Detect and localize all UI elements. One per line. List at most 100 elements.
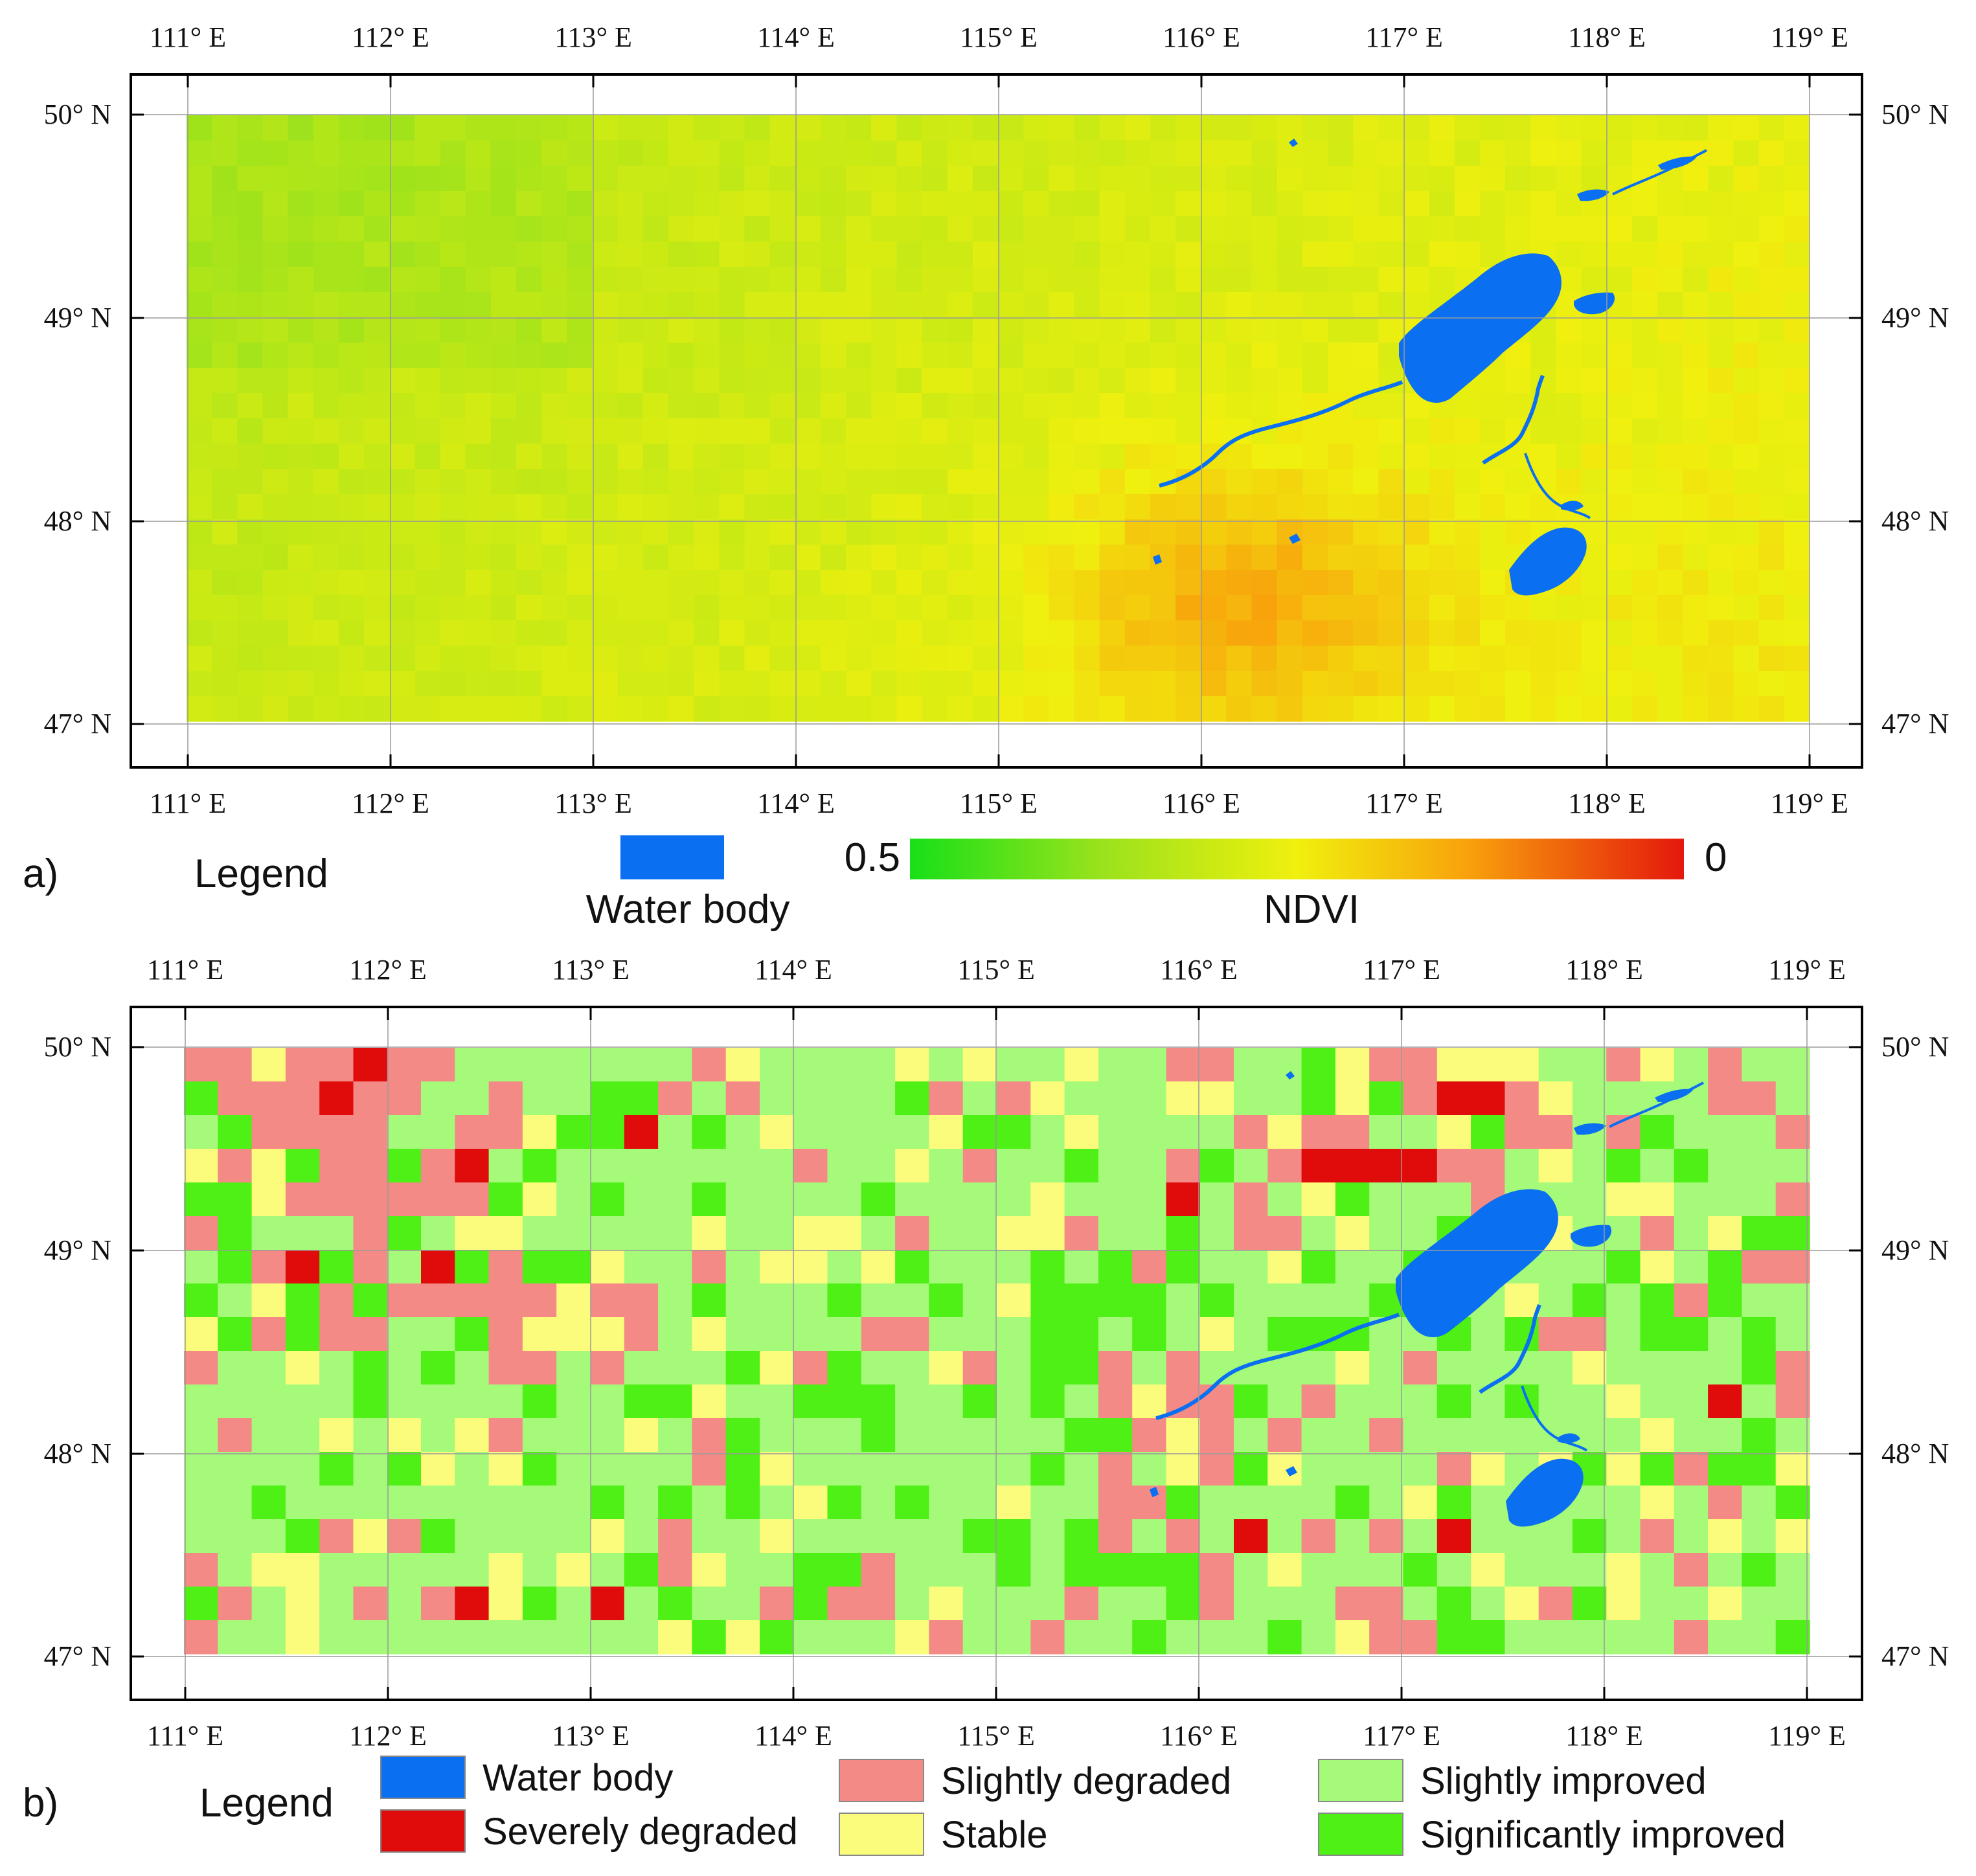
change-cell [1640,1351,1675,1385]
ndvi-cell [846,115,872,141]
ndvi-cell [694,292,720,318]
change-cell [895,1283,929,1318]
ndvi-cell [922,469,948,495]
ndvi-cell [490,444,517,469]
ndvi-cell [947,646,973,672]
change-cell [1064,1452,1099,1486]
change-cell [1606,1182,1641,1217]
ndvi-cell [1150,418,1176,444]
ndvi-cell [1378,469,1405,495]
change-cell [455,1250,490,1284]
change-cell [218,1048,253,1082]
lat-label: 50° N [1881,1031,1949,1063]
ndvi-cell [1226,141,1253,166]
ndvi-cell [1099,620,1126,646]
change-cell [827,1081,862,1116]
ndvi-cell [1683,115,1709,141]
ndvi-cell [592,216,619,242]
change-cell [285,1384,320,1419]
change-cell [658,1250,692,1284]
change-cell [319,1048,354,1082]
change-cell [692,1048,727,1082]
change-cell [1335,1216,1370,1250]
change-cell [1064,1486,1099,1520]
ndvi-cell [769,141,796,166]
change-cell [522,1519,557,1554]
ndvi-cell [1328,646,1354,672]
change-cell [184,1587,218,1621]
change-cell [184,1553,218,1587]
ndvi-cell [1378,646,1405,672]
ndvi-cell [541,216,567,242]
change-cell [251,1149,286,1183]
ndvi-cell [947,343,973,368]
ndvi-cell [313,393,339,419]
change-cell [1369,1081,1404,1116]
ndvi-cell [1201,115,1227,141]
change-cell [1437,1081,1471,1116]
ndvi-cell [769,444,796,469]
ndvi-cell [1277,620,1303,646]
ndvi-cell [592,469,619,495]
change-cell [624,1351,659,1385]
ndvi-cell [212,444,238,469]
ndvi-cell [972,595,999,621]
change-cell [1403,1519,1438,1554]
ndvi-cell [440,519,466,545]
change-cell [1403,1182,1438,1217]
change-cell [895,1519,929,1554]
change-cell [1403,1048,1438,1082]
change-cell [1674,1486,1709,1520]
change-cell [421,1620,455,1655]
ndvi-cell [288,166,314,192]
ndvi-cell [998,393,1024,419]
legend-swatch-slightly-improved [1318,1759,1403,1802]
ndvi-cell [642,519,669,545]
ndvi-cell [1124,141,1151,166]
ndvi-cell [592,494,619,520]
ndvi-cell [1429,216,1455,242]
ndvi-cell [617,141,644,166]
change-cell [218,1250,253,1284]
change-cell [1640,1250,1675,1284]
ndvi-cell [389,620,416,646]
ndvi-cell [1277,317,1303,343]
ndvi-cell [1480,418,1506,444]
lake-small-2 [1574,1123,1606,1135]
ndvi-cell [922,646,948,672]
lon-label: 116° E [1160,1720,1238,1752]
ndvi-cell [1099,317,1126,343]
ndvi-cell [972,292,999,318]
ndvi-cell [1683,494,1709,520]
ndvi-cell [516,444,542,469]
change-cell [488,1351,523,1385]
ndvi-cell [1606,595,1633,621]
ndvi-cell [744,595,771,621]
ndvi-cell [1581,393,1607,419]
ndvi-cell [1606,343,1633,368]
ndvi-cell [364,166,390,192]
ndvi-cell [871,620,897,646]
ndvi-cell [1758,545,1785,571]
ndvi-cell [1733,166,1760,192]
change-cell [251,1620,286,1655]
change-cell [929,1182,964,1217]
ndvi-cell [1403,444,1430,469]
ndvi-cell [364,494,390,520]
ndvi-cell [896,393,923,419]
change-cell [556,1384,591,1419]
change-cell [997,1216,1031,1250]
ndvi-cell [1657,595,1683,621]
change-cell [1369,1553,1404,1587]
water-body-label: Water body [586,887,790,932]
ndvi-cell [820,418,846,444]
ndvi-cell [541,317,567,343]
ndvi-cell [795,646,821,672]
ndvi-cell [1556,444,1582,469]
ndvi-cell [871,368,897,394]
pond-2 [1150,1487,1159,1497]
ndvi-cell [795,545,821,571]
ndvi-cell [998,469,1024,495]
ndvi-cell [617,519,644,545]
ndvi-cell [541,620,567,646]
